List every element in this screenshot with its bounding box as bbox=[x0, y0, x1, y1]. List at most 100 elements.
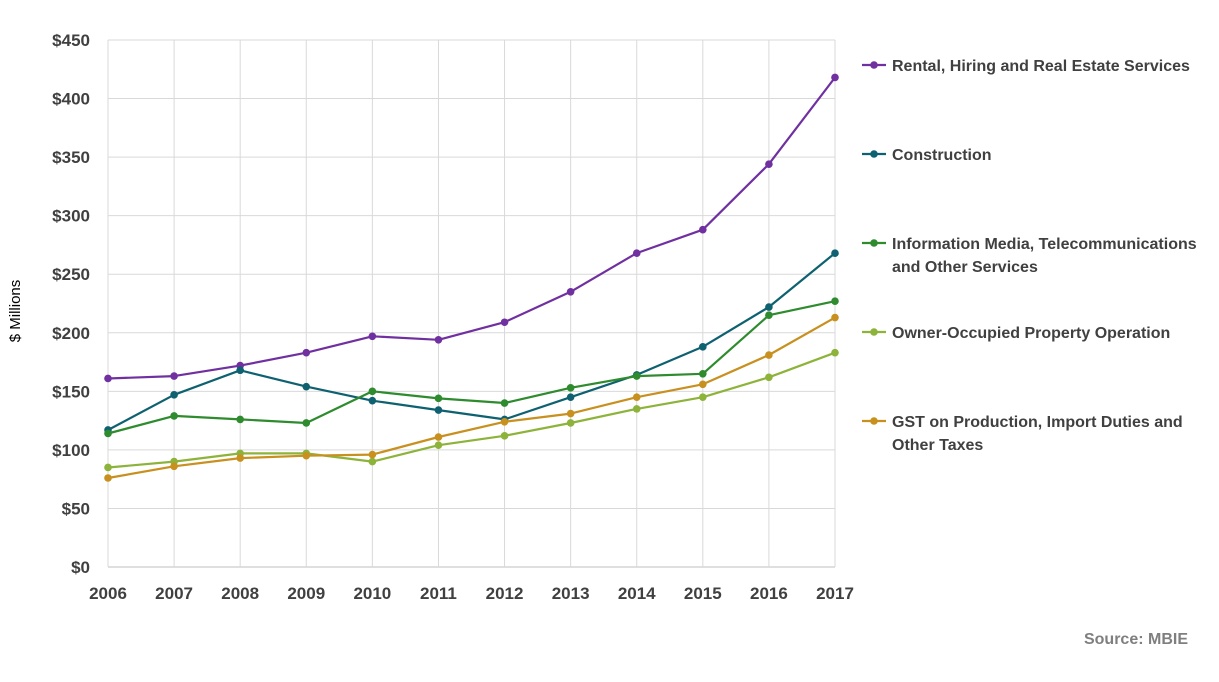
data-point bbox=[104, 429, 112, 438]
series-2 bbox=[104, 249, 839, 434]
y-tick-label: $250 bbox=[52, 265, 90, 284]
data-point bbox=[765, 351, 773, 359]
data-point bbox=[566, 287, 575, 296]
series-line bbox=[107, 351, 836, 469]
data-point bbox=[831, 313, 839, 322]
data-point bbox=[831, 73, 839, 82]
data-point bbox=[368, 450, 377, 459]
x-tick-label: 2013 bbox=[552, 584, 590, 603]
series-layer bbox=[104, 73, 839, 482]
x-tick-label: 2007 bbox=[155, 584, 193, 603]
data-point bbox=[170, 391, 178, 399]
y-tick-label: $400 bbox=[52, 90, 90, 109]
legend-label: Rental, Hiring and Real Estate Services bbox=[892, 58, 1190, 75]
data-point bbox=[368, 396, 377, 405]
data-point bbox=[302, 382, 311, 391]
data-point bbox=[765, 373, 773, 382]
x-tick-label: 2010 bbox=[353, 584, 391, 603]
data-point bbox=[566, 393, 575, 401]
x-tick-label: 2014 bbox=[618, 584, 656, 603]
x-tick-label: 2015 bbox=[684, 584, 722, 603]
legend-marker bbox=[870, 150, 878, 158]
legend: Rental, Hiring and Real Estate Services C… bbox=[862, 58, 1197, 454]
data-point bbox=[236, 454, 244, 462]
data-point bbox=[699, 343, 707, 351]
data-point bbox=[302, 348, 311, 357]
data-point bbox=[699, 393, 707, 401]
x-tick-label: 2017 bbox=[816, 584, 854, 603]
series-line bbox=[107, 252, 836, 431]
legend-marker bbox=[870, 61, 878, 69]
x-tick-label: 2012 bbox=[486, 584, 524, 603]
data-point bbox=[500, 417, 509, 426]
data-point bbox=[632, 249, 641, 257]
data-point bbox=[170, 462, 178, 471]
legend-item: Owner-Occupied Property Operation bbox=[862, 325, 1170, 342]
data-point bbox=[831, 249, 839, 257]
data-point bbox=[566, 409, 575, 418]
data-point bbox=[170, 412, 178, 420]
data-point bbox=[765, 303, 773, 311]
legend-marker bbox=[870, 328, 878, 336]
data-point bbox=[434, 336, 443, 344]
legend-label: Owner-Occupied Property Operation bbox=[892, 325, 1170, 342]
y-tick-label: $100 bbox=[52, 441, 90, 460]
data-point bbox=[434, 433, 443, 441]
legend-label: Information Media, Telecommunications and… bbox=[892, 236, 1197, 276]
legend-label: GST on Production, Import Duties and Othe… bbox=[892, 414, 1183, 454]
data-point bbox=[831, 297, 839, 305]
series-line bbox=[107, 76, 836, 380]
series-1 bbox=[104, 73, 839, 383]
data-point bbox=[104, 374, 112, 383]
x-tick-label: 2008 bbox=[221, 584, 259, 603]
data-point bbox=[104, 463, 112, 472]
data-point bbox=[434, 406, 443, 414]
data-point bbox=[566, 384, 575, 392]
y-axis-title: $ Millions bbox=[7, 280, 24, 343]
legend-item: Construction bbox=[862, 147, 992, 164]
data-point bbox=[566, 419, 575, 427]
data-point bbox=[368, 332, 377, 341]
axis-layer: $0 $50 $100 $150 $200 $250 $300 $350 $400 $450 200… bbox=[52, 31, 854, 603]
y-tick-label: $350 bbox=[52, 148, 90, 167]
data-point bbox=[236, 415, 244, 424]
data-point bbox=[302, 451, 311, 460]
data-point bbox=[699, 380, 707, 389]
legend-marker bbox=[870, 239, 878, 247]
data-point bbox=[500, 399, 509, 407]
data-point bbox=[434, 394, 443, 403]
data-point bbox=[632, 405, 641, 413]
series-line bbox=[107, 300, 836, 435]
data-point bbox=[368, 457, 377, 466]
data-point bbox=[765, 311, 773, 320]
series-3 bbox=[104, 297, 839, 438]
data-point bbox=[699, 369, 707, 378]
legend-item: Rental, Hiring and Real Estate Services bbox=[862, 58, 1190, 75]
data-point bbox=[500, 318, 509, 327]
legend-item: Information Media, Telecommunications and… bbox=[862, 236, 1197, 276]
data-point bbox=[831, 348, 839, 357]
x-tick-label: 2009 bbox=[287, 584, 325, 603]
series-4 bbox=[104, 348, 839, 472]
source-label: Source: MBIE bbox=[1084, 631, 1188, 648]
series-5 bbox=[104, 313, 839, 482]
y-tick-label: $300 bbox=[52, 207, 90, 226]
data-point bbox=[236, 366, 244, 375]
x-tick-label: 2011 bbox=[420, 584, 457, 603]
legend-label: Construction bbox=[892, 147, 992, 164]
y-tick-label: $150 bbox=[52, 382, 90, 401]
data-point bbox=[170, 372, 178, 380]
legend-item: GST on Production, Import Duties and Othe… bbox=[862, 414, 1183, 454]
data-point bbox=[699, 225, 707, 234]
data-point bbox=[632, 372, 641, 380]
y-tick-label: $0 bbox=[71, 558, 90, 577]
data-point bbox=[302, 419, 311, 427]
data-point bbox=[434, 441, 443, 450]
data-point bbox=[104, 474, 112, 482]
data-point bbox=[500, 432, 509, 440]
legend-marker bbox=[870, 417, 878, 425]
y-tick-label: $50 bbox=[62, 499, 90, 518]
data-point bbox=[765, 160, 773, 168]
